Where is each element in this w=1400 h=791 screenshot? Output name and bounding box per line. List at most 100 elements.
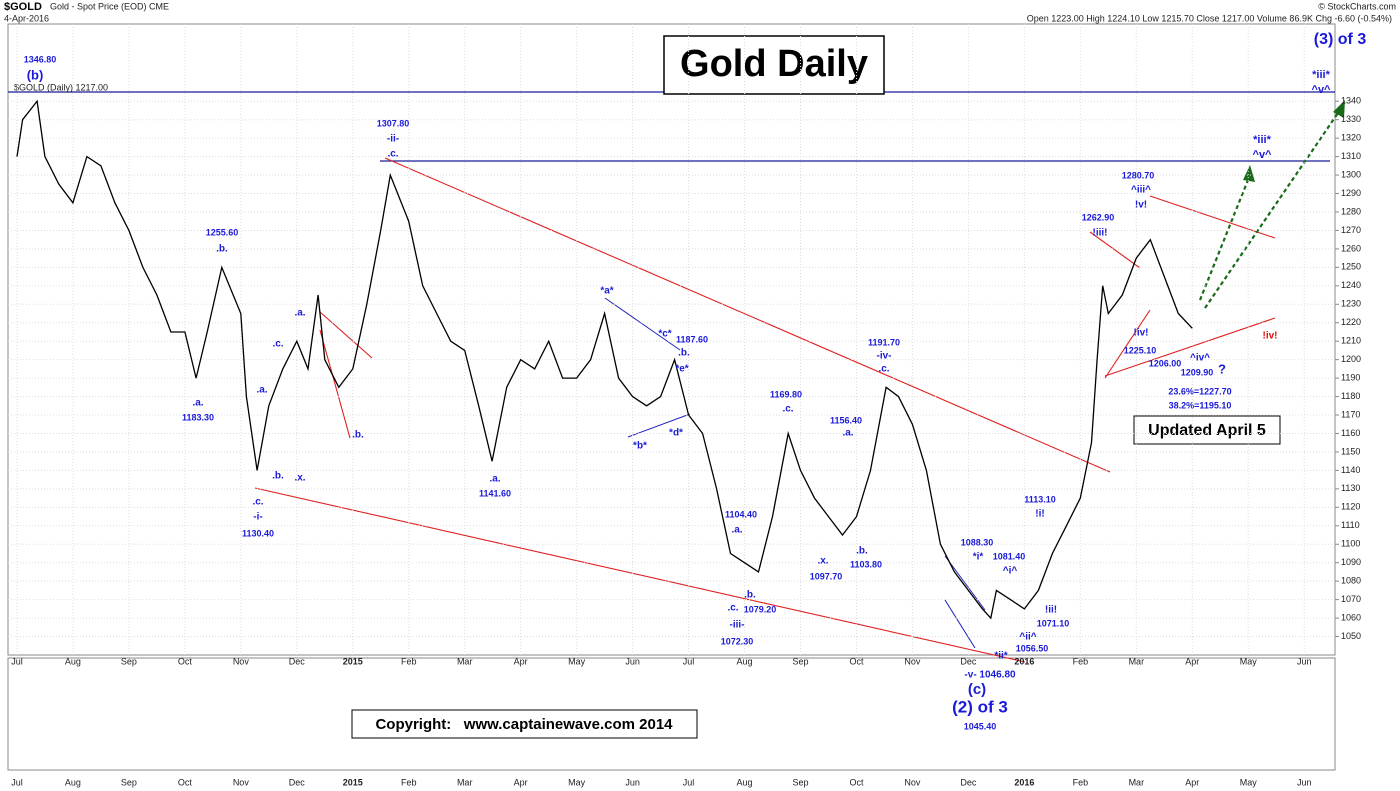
x-tick-label: 2015 (343, 777, 363, 787)
wave-label: .c. (387, 149, 398, 160)
wave-label: !v! (1135, 200, 1147, 211)
x-tick-label: Oct (849, 656, 864, 666)
legend-entry: $GOLD (Daily) 1217.00 (14, 82, 108, 92)
source: © StockCharts.com (1318, 1, 1396, 11)
wave-label: 1097.70 (810, 571, 843, 581)
y-tick-label: 1060 (1341, 612, 1361, 622)
wave-label: 1262.90 (1082, 212, 1115, 222)
wave-label: -v- 1046.80 (964, 670, 1016, 681)
wave-label: 1113.10 (1024, 494, 1056, 504)
wave-label: .b. (216, 244, 228, 255)
wave-label: 1183.30 (182, 412, 214, 422)
x-tick-label: Feb (401, 656, 417, 666)
wave-label: .x. (817, 556, 828, 567)
x-tick-label: 2015 (343, 656, 363, 666)
x-tick-label: Sep (121, 777, 137, 787)
wave-label: *c* (658, 329, 671, 340)
x-tick-label: Jun (625, 777, 640, 787)
wave-label: .b. (272, 471, 284, 482)
x-tick-label: Nov (904, 777, 921, 787)
x-tick-label: May (1240, 777, 1258, 787)
wave-label: .a. (489, 474, 500, 485)
wave-label: ^iii^ (1131, 185, 1151, 196)
wave-label: !ii! (1045, 605, 1057, 616)
wave-label: -iii- (730, 620, 745, 631)
y-tick-label: 1100 (1341, 539, 1360, 549)
wave-label: 1209.90 (1181, 367, 1214, 377)
x-tick-label: Feb (1073, 777, 1089, 787)
wave-label: *b* (633, 441, 647, 452)
wave-label: .c. (272, 339, 283, 350)
wave-label: 1156.40 (830, 415, 862, 425)
x-tick-label: Jun (625, 656, 640, 666)
wave-label: .c. (252, 497, 263, 508)
y-tick-label: 1190 (1341, 372, 1360, 382)
lower-panel (7, 657, 1336, 771)
symbol-name: Gold - Spot Price (EOD) CME (50, 1, 169, 11)
x-tick-label: Jul (683, 656, 695, 666)
wave-label: ^v^ (1253, 149, 1273, 161)
wave-label: 1079.20 (744, 604, 777, 614)
y-tick-label: 1120 (1341, 502, 1360, 512)
wave-label: 1187.60 (676, 334, 708, 344)
copyright-box (351, 709, 698, 739)
price-line (16, 99, 1193, 620)
wave-label: 1081.40 (993, 551, 1026, 561)
wave-label: 1255.60 (206, 227, 239, 237)
x-tick-label: Dec (960, 656, 977, 666)
y-tick-label: 1090 (1341, 557, 1361, 567)
x-tick-label: Dec (960, 777, 977, 787)
y-tick-label: 1220 (1341, 317, 1361, 327)
wave-label: .a. (192, 398, 203, 409)
symbol: $GOLD (4, 1, 42, 13)
wave-label: .b. (744, 590, 756, 601)
wave-label: -ii- (387, 134, 399, 145)
plot-frame (7, 23, 1336, 656)
wave-label: !iv! (1134, 328, 1149, 339)
x-tick-label: Jun (1297, 656, 1312, 666)
wave-label: .a. (294, 308, 305, 319)
x-tick-label: Mar (1129, 777, 1145, 787)
wave-label: .b. (856, 546, 868, 557)
wave-label: 1103.80 (850, 559, 882, 569)
date: 4-Apr-2016 (4, 13, 49, 23)
wave-label: 1130.40 (242, 528, 274, 538)
x-tick-label: Dec (289, 777, 306, 787)
y-tick-label: 1290 (1341, 188, 1361, 198)
wave-label: .c. (727, 603, 738, 614)
y-tick-label: 1170 (1341, 409, 1360, 419)
y-tick-label: 1330 (1341, 114, 1361, 124)
wave-label: 1225.10 (1124, 345, 1157, 355)
y-tick-label: 1080 (1341, 576, 1361, 586)
warning-label: !iv! (1263, 331, 1278, 342)
x-tick-label: Aug (65, 656, 81, 666)
x-tick-label: Feb (1073, 656, 1089, 666)
wave-label: !i! (1035, 509, 1044, 520)
y-tick-label: 1230 (1341, 299, 1361, 309)
wave-label: .a. (256, 385, 267, 396)
x-tick-label: Aug (737, 777, 753, 787)
y-tick-label: 1280 (1341, 206, 1361, 216)
trend-lines (254, 157, 1276, 663)
x-tick-label: Aug (737, 656, 753, 666)
x-tick-label: May (568, 656, 586, 666)
wave-label: .b. (678, 348, 690, 359)
wave-label: 38.2%=1195.10 (1169, 400, 1232, 410)
wave-label: .a. (731, 525, 742, 536)
y-tick-label: 1140 (1341, 465, 1360, 475)
y-tick-label: 1160 (1341, 428, 1360, 438)
arrow-head (1333, 100, 1345, 118)
wave-label: 23.6%=1227.70 (1168, 386, 1231, 396)
chart-title: Gold Daily (680, 43, 868, 85)
x-tick-label: Nov (904, 656, 921, 666)
y-tick-label: 1180 (1341, 391, 1360, 401)
x-tick-label: 2016 (1014, 656, 1034, 666)
y-tick-label: 1070 (1341, 594, 1361, 604)
x-tick-label: Jul (11, 777, 23, 787)
y-tick-label: 1150 (1341, 446, 1360, 456)
wave-label: .x. (294, 473, 305, 484)
wave-label: -iv- (877, 351, 892, 362)
x-tick-label: May (568, 777, 586, 787)
wave-label: 1072.30 (721, 636, 754, 646)
